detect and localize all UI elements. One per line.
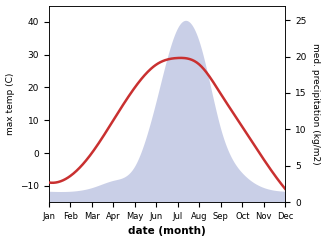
- Y-axis label: max temp (C): max temp (C): [6, 73, 15, 135]
- X-axis label: date (month): date (month): [128, 227, 206, 236]
- Y-axis label: med. precipitation (kg/m2): med. precipitation (kg/m2): [311, 43, 320, 165]
